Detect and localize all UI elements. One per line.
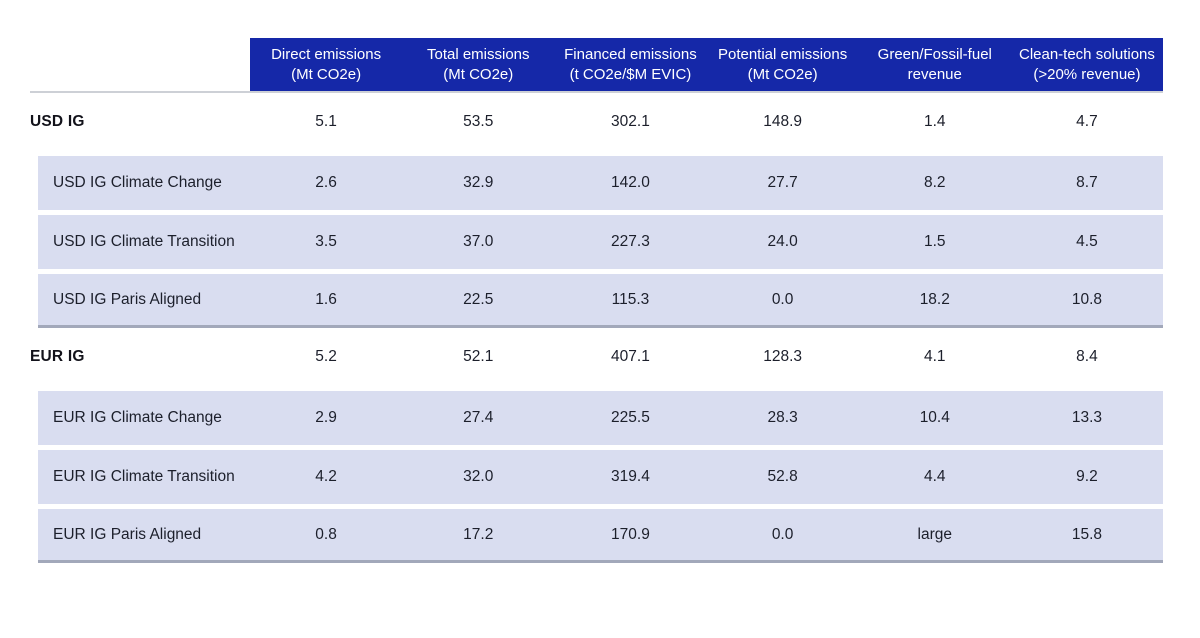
cell-value: 319.4	[611, 468, 650, 485]
row-label: EUR IG Climate Change	[53, 409, 222, 426]
cell-value: 10.8	[1071, 290, 1103, 308]
column-header-clean-tech-solutions: Clean-tech solutions (>20% revenue)	[1011, 45, 1163, 84]
cell-value: 3.5	[315, 233, 337, 250]
header-divider	[30, 91, 1163, 93]
column-header-line1: Financed emissions	[564, 46, 697, 63]
cell-value: 10.4	[919, 409, 950, 426]
row-label: EUR IG	[30, 348, 85, 365]
cell-value: 18.2	[919, 290, 950, 308]
cell-value: 9.2	[1076, 468, 1098, 485]
row-label: USD IG Climate Change	[53, 174, 222, 191]
cell-value: 0.0	[771, 525, 794, 543]
row-label: EUR IG Climate Transition	[53, 468, 235, 485]
table-row-usd-ig-climate-transition: USD IG Climate Transition 3.5 37.0 227.3…	[38, 215, 1163, 269]
cell-value: 2.9	[315, 409, 337, 426]
header-columns: Direct emissions (Mt CO2e) Total emissio…	[250, 38, 1163, 91]
cell-value: 128.3	[763, 348, 802, 365]
table-row-eur-ig-climate-transition: EUR IG Climate Transition 4.2 32.0 319.4…	[38, 450, 1163, 504]
column-header-line2: (Mt CO2e)	[291, 65, 362, 83]
cell-value: 225.5	[611, 409, 650, 426]
table-row-usd-ig-paris-aligned: USD IG Paris Aligned 1.6 22.5 115.3 0.0 …	[38, 274, 1163, 328]
cell-value: 0.8	[315, 525, 337, 543]
cell-value: 13.3	[1071, 409, 1103, 426]
cell-value: 4.7	[1076, 113, 1098, 130]
cell-value: 4.5	[1076, 233, 1098, 250]
cell-value: 170.9	[611, 525, 650, 543]
header-label-spacer	[30, 38, 250, 91]
column-header-line1: Potential emissions	[717, 46, 848, 63]
row-label: USD IG	[30, 113, 85, 130]
row-label: EUR IG Paris Aligned	[53, 525, 202, 543]
cell-value: 27.7	[767, 174, 798, 191]
table-header: Direct emissions (Mt CO2e) Total emissio…	[30, 38, 1163, 91]
cell-value: 8.2	[923, 174, 946, 191]
cell-value: 407.1	[611, 348, 650, 365]
cell-value: 148.9	[763, 113, 802, 130]
column-header-total-emissions: Total emissions (Mt CO2e)	[402, 45, 554, 84]
table-row-usd-ig-climate-change: USD IG Climate Change 2.6 32.9 142.0 27.…	[38, 156, 1163, 210]
row-label: USD IG Paris Aligned	[53, 290, 202, 308]
cell-value: 27.4	[463, 409, 494, 426]
emissions-table: Direct emissions (Mt CO2e) Total emissio…	[30, 38, 1163, 563]
column-header-green-fossil-fuel-revenue: Green/Fossil-fuel revenue	[859, 45, 1011, 84]
column-header-line1: Green/Fossil-fuel	[877, 46, 992, 63]
table-row-usd-ig: USD IG 5.1 53.5 302.1 148.9 1.4 4.7	[30, 93, 1163, 151]
cell-value: large	[917, 525, 952, 543]
cell-value: 8.4	[1076, 348, 1098, 365]
table-row-eur-ig: EUR IG 5.2 52.1 407.1 128.3 4.1 8.4	[30, 328, 1163, 386]
cell-value: 22.5	[463, 290, 494, 308]
cell-value: 8.7	[1076, 174, 1098, 191]
column-header-line2: (t CO2e/$M EVIC)	[569, 65, 692, 83]
table-row-eur-ig-paris-aligned: EUR IG Paris Aligned 0.8 17.2 170.9 0.0 …	[38, 509, 1163, 563]
column-header-line2: (Mt CO2e)	[747, 65, 818, 83]
column-header-line2: revenue	[907, 65, 962, 83]
table-row-eur-ig-climate-change: EUR IG Climate Change 2.9 27.4 225.5 28.…	[38, 391, 1163, 445]
cell-value: 4.1	[923, 348, 946, 365]
column-header-line2: (Mt CO2e)	[443, 65, 514, 83]
column-header-line2: (>20% revenue)	[1033, 65, 1141, 83]
column-header-line1: Direct emissions	[271, 46, 382, 63]
cell-value: 4.4	[923, 468, 946, 485]
cell-value: 2.6	[315, 174, 337, 191]
column-header-direct-emissions: Direct emissions (Mt CO2e)	[250, 45, 402, 84]
cell-value: 24.0	[767, 233, 798, 250]
cell-value: 0.0	[771, 290, 794, 308]
column-header-line1: Total emissions	[426, 46, 530, 63]
column-header-financed-emissions: Financed emissions (t CO2e/$M EVIC)	[554, 45, 706, 84]
cell-value: 53.5	[463, 113, 494, 130]
row-label: USD IG Climate Transition	[53, 233, 235, 250]
column-header-line1: Clean-tech solutions	[1018, 46, 1155, 63]
cell-value: 4.2	[315, 468, 337, 485]
cell-value: 115.3	[611, 290, 650, 308]
column-header-potential-emissions: Potential emissions (Mt CO2e)	[707, 45, 859, 84]
cell-value: 37.0	[463, 233, 494, 250]
cell-value: 5.1	[315, 113, 337, 130]
cell-value: 1.6	[315, 290, 337, 308]
cell-value: 227.3	[611, 233, 650, 250]
cell-value: 142.0	[611, 174, 650, 191]
cell-value: 302.1	[611, 113, 650, 130]
cell-value: 52.8	[767, 468, 798, 485]
cell-value: 1.5	[923, 233, 946, 250]
cell-value: 5.2	[315, 348, 337, 365]
cell-value: 17.2	[463, 525, 494, 543]
cell-value: 32.9	[463, 174, 494, 191]
cell-value: 15.8	[1071, 525, 1103, 543]
cell-value: 32.0	[463, 468, 494, 485]
cell-value: 28.3	[767, 409, 798, 426]
cell-value: 52.1	[463, 348, 494, 365]
cell-value: 1.4	[923, 113, 946, 130]
